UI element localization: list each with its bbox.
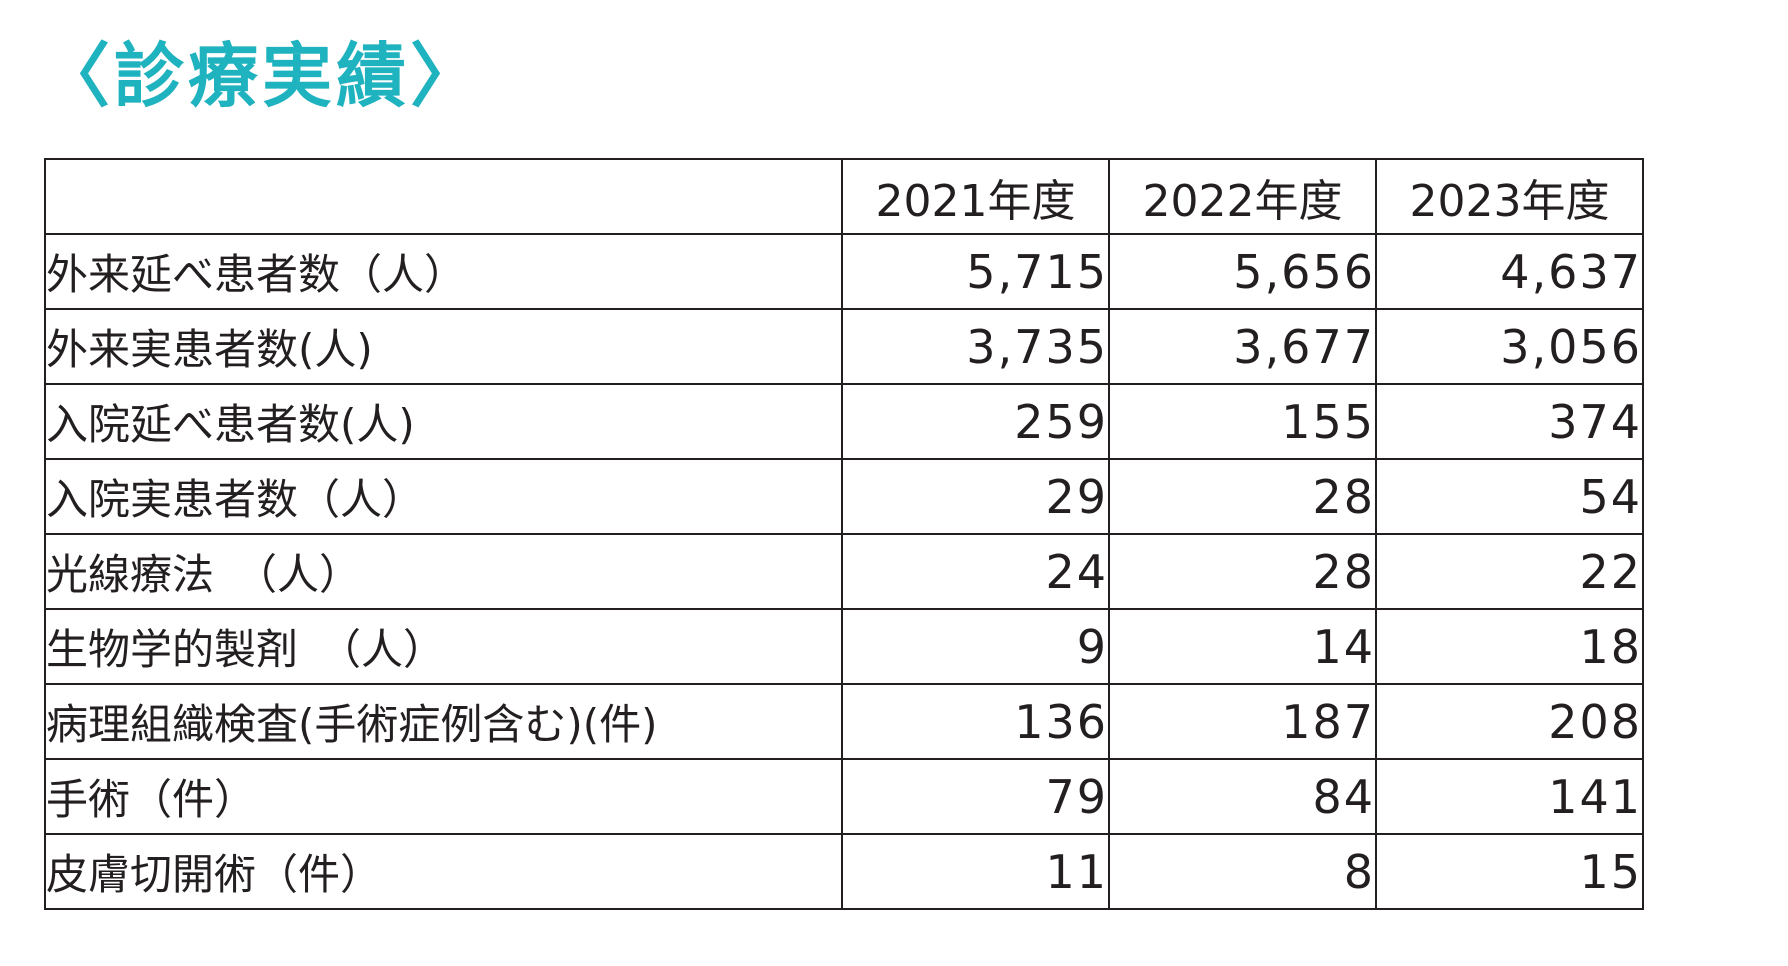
- header-year-2022: 2022年度: [1108, 158, 1377, 235]
- row-value-2023: 208: [1375, 683, 1644, 760]
- table-row: 光線療法 （人） 24 28 22: [44, 533, 1644, 610]
- header-year-2021: 2021年度: [841, 158, 1110, 235]
- row-value-2021: 11: [841, 833, 1110, 910]
- row-value-2021: 136: [841, 683, 1110, 760]
- page-title: 〈診療実績〉: [40, 26, 484, 126]
- row-label: 外来実患者数(人): [44, 308, 843, 385]
- row-value-2021: 3,735: [841, 308, 1110, 385]
- row-value-2021: 29: [841, 458, 1110, 535]
- row-value-2022: 84: [1108, 758, 1377, 835]
- row-value-2022: 28: [1108, 533, 1377, 610]
- table-row: 外来実患者数(人) 3,735 3,677 3,056: [44, 308, 1644, 385]
- results-table: 2021年度 2022年度 2023年度 外来延べ患者数（人） 5,715 5,…: [44, 158, 1644, 910]
- row-value-2023: 54: [1375, 458, 1644, 535]
- table-row: 入院実患者数（人） 29 28 54: [44, 458, 1644, 535]
- table-row: 生物学的製剤 （人） 9 14 18: [44, 608, 1644, 685]
- row-label: 手術（件）: [44, 758, 843, 835]
- row-value-2022: 28: [1108, 458, 1377, 535]
- row-label: 外来延べ患者数（人）: [44, 233, 843, 310]
- table-row: 外来延べ患者数（人） 5,715 5,656 4,637: [44, 233, 1644, 310]
- title-open-bracket: 〈: [40, 35, 114, 117]
- table-row: 病理組織検査(手術症例含む)(件) 136 187 208: [44, 683, 1644, 760]
- row-value-2022: 8: [1108, 833, 1377, 910]
- row-value-2021: 24: [841, 533, 1110, 610]
- row-value-2023: 18: [1375, 608, 1644, 685]
- row-label: 光線療法 （人）: [44, 533, 843, 610]
- row-label: 皮膚切開術（件）: [44, 833, 843, 910]
- row-label: 生物学的製剤 （人）: [44, 608, 843, 685]
- table-row: 皮膚切開術（件） 11 8 15: [44, 833, 1644, 910]
- row-value-2021: 259: [841, 383, 1110, 460]
- row-value-2023: 22: [1375, 533, 1644, 610]
- row-value-2022: 187: [1108, 683, 1377, 760]
- row-value-2023: 374: [1375, 383, 1644, 460]
- header-year-2023: 2023年度: [1375, 158, 1644, 235]
- row-value-2022: 5,656: [1108, 233, 1377, 310]
- row-value-2023: 15: [1375, 833, 1644, 910]
- title-close-bracket: 〉: [410, 35, 484, 117]
- table-row: 入院延べ患者数(人) 259 155 374: [44, 383, 1644, 460]
- table-row: 手術（件） 79 84 141: [44, 758, 1644, 835]
- row-value-2022: 3,677: [1108, 308, 1377, 385]
- table-header-row: 2021年度 2022年度 2023年度: [44, 158, 1644, 235]
- row-label: 入院延べ患者数(人): [44, 383, 843, 460]
- row-value-2021: 79: [841, 758, 1110, 835]
- row-value-2021: 5,715: [841, 233, 1110, 310]
- row-value-2022: 155: [1108, 383, 1377, 460]
- row-value-2023: 141: [1375, 758, 1644, 835]
- header-blank-cell: [44, 158, 843, 235]
- row-value-2023: 3,056: [1375, 308, 1644, 385]
- row-label: 病理組織検査(手術症例含む)(件): [44, 683, 843, 760]
- row-label: 入院実患者数（人）: [44, 458, 843, 535]
- row-value-2022: 14: [1108, 608, 1377, 685]
- row-value-2021: 9: [841, 608, 1110, 685]
- title-text: 診療実績: [114, 35, 410, 117]
- row-value-2023: 4,637: [1375, 233, 1644, 310]
